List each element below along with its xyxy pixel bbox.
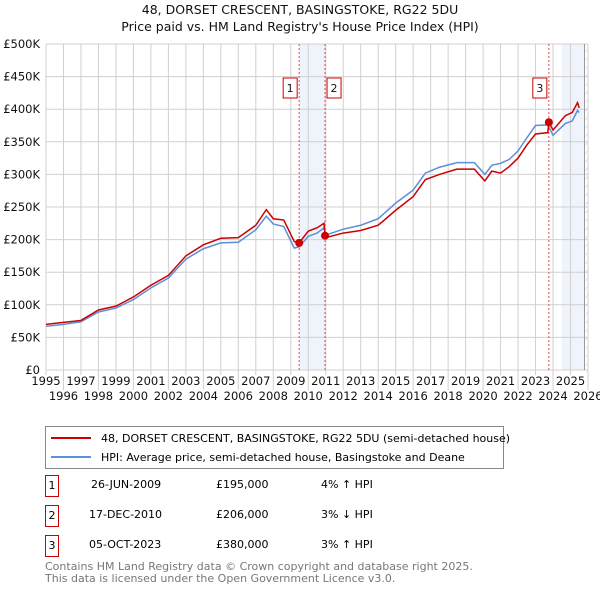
sale-marker-label: 2 (45, 505, 59, 527)
x-tick-label: 2014 (364, 389, 393, 403)
x-tick-label: 1995 (31, 374, 60, 388)
x-tick-label: 2006 (224, 389, 253, 403)
hpi-line (45, 109, 580, 328)
sale-row: 3 05-OCT-2023 £380,000 3% ↑ HPI (45, 535, 545, 557)
x-tick-label: 2011 (311, 374, 340, 388)
legend-swatch (51, 456, 91, 458)
sale-label: 3 (536, 82, 543, 95)
x-tick-label: 2008 (259, 389, 288, 403)
x-tick-label: 1999 (101, 374, 130, 388)
sale-price: £206,000 (216, 508, 269, 521)
sale-date: 17-DEC-2010 (89, 508, 163, 521)
x-tick-label: 2002 (154, 389, 183, 403)
x-tick-label: 2003 (171, 374, 200, 388)
legend-label: 48, DORSET CRESCENT, BASINGSTOKE, RG22 5… (101, 431, 511, 445)
x-tick-label: 2007 (241, 374, 270, 388)
y-tick-label: £400K (3, 102, 40, 116)
x-tick-label: 2015 (381, 374, 410, 388)
y-tick-label: £150K (3, 265, 40, 279)
sale-label-box (532, 77, 548, 99)
x-tick-label: 2005 (206, 374, 235, 388)
sale-hpi: 4% ↑ HPI (321, 478, 373, 491)
y-tick-label: £300K (3, 167, 40, 181)
x-tick-label: 2000 (119, 389, 148, 403)
chart-title: 48, DORSET CRESCENT, BASINGSTOKE, RG22 5… (141, 2, 459, 17)
legend: 48, DORSET CRESCENT, BASINGSTOKE, RG22 5… (45, 426, 510, 469)
price-line (45, 100, 580, 326)
x-tick-label: 2012 (329, 389, 358, 403)
footer-line: This data is licensed under the Open Gov… (45, 572, 396, 585)
x-tick-label: 2013 (346, 374, 375, 388)
sale-label: 1 (287, 82, 294, 95)
sale-hpi: 3% ↓ HPI (321, 508, 373, 521)
legend-item-property: 48, DORSET CRESCENT, BASINGSTOKE, RG22 5… (51, 430, 510, 446)
y-tick-label: £450K (3, 70, 40, 84)
sale-price: £380,000 (216, 538, 269, 551)
x-tick-label: 1996 (49, 389, 78, 403)
sale-point (321, 231, 330, 240)
sale-marker-label: 3 (45, 535, 59, 557)
x-tick-label: 2026 (573, 389, 600, 403)
y-tick-label: £250K (3, 200, 40, 214)
sale-label: 2 (331, 82, 338, 95)
x-tick-label: 2024 (538, 389, 567, 403)
sale-date: 05-OCT-2023 (89, 538, 162, 551)
y-tick-label: £100K (3, 298, 40, 312)
sale-price: £195,000 (216, 478, 269, 491)
sale-row: 2 17-DEC-2010 £206,000 3% ↓ HPI (45, 505, 545, 527)
x-tick-label: 2009 (276, 374, 305, 388)
y-tick-label: £200K (3, 233, 40, 247)
x-tick-label: 2001 (136, 374, 165, 388)
x-tick-label: 1997 (66, 374, 95, 388)
sale-point (295, 238, 304, 247)
x-tick-label: 1998 (84, 389, 113, 403)
sale-label-box (282, 77, 298, 99)
x-tick-label: 2025 (556, 374, 585, 388)
legend-item-hpi: HPI: Average price, semi-detached house,… (51, 449, 465, 465)
x-tick-label: 2016 (399, 389, 428, 403)
x-tick-label: 2023 (521, 374, 550, 388)
sale-hpi: 3% ↑ HPI (321, 538, 373, 551)
sale-label-box (326, 77, 342, 99)
legend-label: HPI: Average price, semi-detached house,… (101, 450, 465, 464)
y-tick-label: £350K (3, 135, 40, 149)
x-tick-label: 2018 (433, 389, 462, 403)
sale-row: 1 26-JUN-2009 £195,000 4% ↑ HPI (45, 475, 545, 497)
x-tick-label: 2017 (416, 374, 445, 388)
plot-area: 1995199619971998199920002001200220032004… (3, 37, 600, 403)
chart-subtitle: Price paid vs. HM Land Registry's House … (121, 19, 479, 34)
legend-swatch (51, 437, 91, 439)
x-tick-label: 2022 (503, 389, 532, 403)
y-tick-label: £0 (25, 363, 40, 377)
footer-line: Contains HM Land Registry data © Crown c… (45, 560, 473, 573)
sale-point (544, 118, 553, 127)
x-tick-label: 2004 (189, 389, 218, 403)
x-tick-label: 2020 (468, 389, 497, 403)
sale-date: 26-JUN-2009 (91, 478, 162, 491)
x-tick-label: 2021 (486, 374, 515, 388)
footer: Contains HM Land Registry data © Crown c… (45, 561, 473, 585)
x-tick-label: 2019 (451, 374, 480, 388)
y-tick-label: £500K (3, 37, 40, 51)
y-tick-label: £50K (11, 330, 41, 344)
x-tick-label: 2010 (294, 389, 323, 403)
sale-marker-label: 1 (45, 475, 59, 497)
